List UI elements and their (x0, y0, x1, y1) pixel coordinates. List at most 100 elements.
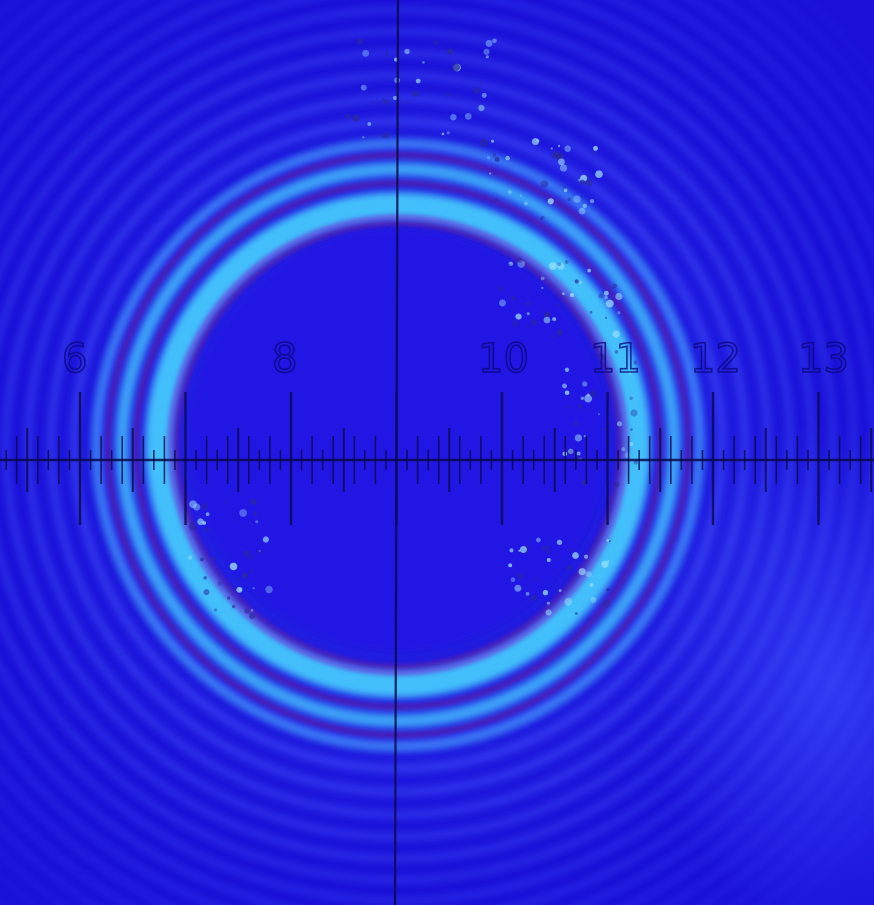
dust-speck (508, 563, 513, 568)
dust-speck (525, 592, 530, 596)
central-dark-spot (190, 230, 606, 650)
dust-speck (566, 564, 572, 571)
dust-speck (226, 596, 231, 600)
dust-speck (536, 537, 541, 543)
dust-speck (544, 311, 551, 319)
dust-speck (566, 405, 571, 409)
dust-speck (188, 555, 193, 560)
dust-speck (508, 261, 514, 267)
dust-speck (564, 259, 569, 264)
dust-speck (244, 608, 250, 614)
dust-speck (446, 131, 450, 135)
dust-speck (526, 312, 530, 316)
dust-speck (415, 78, 421, 84)
dust-speck (193, 503, 201, 511)
dust-speck (249, 569, 253, 573)
dust-speck (540, 286, 544, 290)
dust-speck (604, 316, 608, 319)
dust-speck (540, 180, 549, 188)
dust-speck (558, 158, 565, 166)
dust-speck (200, 502, 209, 510)
dust-speck (580, 179, 586, 185)
dust-speck (589, 310, 593, 314)
dust-speck (563, 185, 567, 189)
dust-speck (546, 558, 551, 562)
dust-speck (441, 132, 445, 136)
scale-label-6: 6 (62, 336, 87, 382)
dust-speck (587, 617, 591, 621)
dust-speck (382, 98, 385, 101)
dust-speck (589, 390, 597, 398)
dust-speck (587, 202, 590, 206)
dust-speck (485, 39, 493, 47)
dust-speck (253, 511, 258, 516)
dust-speck (224, 500, 227, 503)
dust-speck (602, 600, 611, 608)
dust-speck (545, 544, 551, 550)
dust-speck (621, 447, 626, 451)
dust-speck (574, 539, 577, 542)
dust-speck (587, 268, 591, 273)
dust-speck (566, 448, 574, 456)
dust-speck (562, 383, 568, 389)
faint-ring (0, 0, 857, 904)
dust-speck (578, 178, 582, 182)
dust-speck (542, 589, 549, 596)
scale-label-8: 8 (272, 336, 297, 382)
dust-speck (603, 290, 609, 296)
dust-speck (362, 49, 370, 57)
dust-speck (572, 552, 579, 559)
dust-speck (589, 198, 595, 204)
dust-speck (564, 390, 570, 396)
dust-speck (564, 145, 571, 153)
dust-speck (250, 498, 257, 506)
dust-speck (551, 334, 555, 339)
dust-speck (556, 539, 563, 546)
dust-speck (633, 460, 638, 465)
dust-speck (612, 283, 617, 289)
dust-speck (249, 613, 255, 620)
dust-speck (590, 596, 597, 603)
dust-speck (202, 521, 207, 525)
dust-speck (379, 100, 383, 104)
dust-speck (562, 292, 565, 296)
dust-speck (604, 295, 608, 300)
dust-speck (613, 481, 620, 488)
dust-speck (450, 113, 457, 121)
dust-speck (508, 190, 512, 194)
dust-speck (557, 262, 562, 267)
dust-speck (608, 540, 611, 543)
dust-speck (616, 421, 623, 427)
dust-speck (526, 324, 530, 328)
dust-speck (582, 381, 588, 387)
dust-speck (494, 198, 499, 203)
dust-speck (405, 100, 410, 105)
dust-speck (344, 114, 350, 120)
dust-speck (552, 317, 557, 322)
dust-speck (606, 588, 610, 592)
dust-speck (580, 396, 585, 400)
dust-speck (543, 316, 551, 324)
dust-speck (612, 330, 620, 338)
scale-label-12: 12 (690, 336, 741, 382)
dust-speck (533, 577, 536, 580)
dust-speck (578, 207, 586, 215)
dust-speck (257, 549, 262, 555)
dust-speck (511, 319, 519, 328)
scale-labels: 6 8 10 11 12 13 (61, 335, 850, 383)
dust-speck (556, 329, 563, 336)
dust-speck (487, 156, 491, 160)
dust-speck (628, 372, 631, 375)
dust-speck (589, 583, 594, 587)
dust-speck (519, 546, 527, 554)
dust-speck (492, 153, 497, 158)
dust-speck (231, 604, 236, 609)
dust-speck (615, 292, 623, 301)
dust-speck (540, 545, 548, 552)
dust-speck (585, 179, 593, 187)
dust-speck (576, 451, 581, 456)
dust-speck (575, 612, 578, 615)
dust-speck (237, 577, 240, 581)
dust-speck (545, 609, 552, 616)
dust-speck (593, 145, 598, 151)
